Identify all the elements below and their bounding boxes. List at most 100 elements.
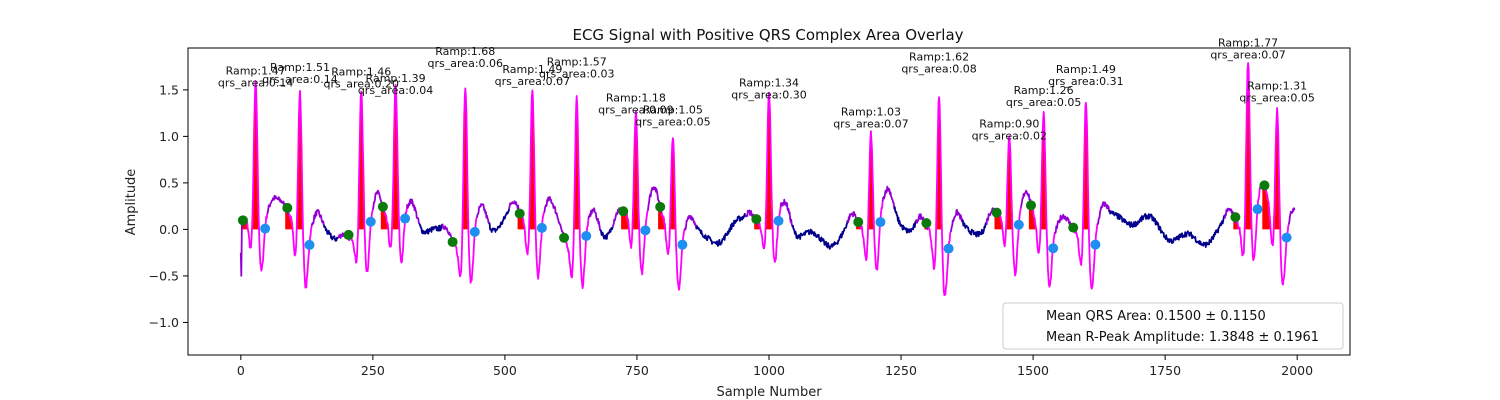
s-point-marker (365, 216, 376, 227)
qrs-area-label: qrs_area:0.14 (218, 77, 293, 90)
y-tick-label: −0.5 (149, 268, 179, 283)
q-point-marker (559, 232, 570, 243)
q-point-marker (1025, 200, 1036, 211)
s-point-marker (260, 223, 271, 234)
q-point-marker (853, 217, 864, 228)
y-tick-label: 1.5 (159, 82, 179, 97)
q-point-marker (377, 201, 388, 212)
y-tick-label: 1.0 (159, 129, 179, 144)
q-point-marker (1068, 222, 1079, 233)
r-peak-amplitude-label: Ramp:1.03 (841, 106, 901, 119)
ecg-signal-segment (1287, 207, 1296, 225)
ecg-signal-segment (349, 90, 374, 273)
qrs-area-label: qrs_area:0.31 (1048, 75, 1123, 88)
ecg-signal-segment (543, 196, 567, 241)
qrs-markers (237, 180, 1292, 254)
ecg-signal-segment (406, 198, 421, 225)
qrs-area-label: qrs_area:0.02 (972, 130, 1047, 143)
s-point-marker (875, 217, 886, 228)
r-peak-amplitude-label: Ramp:1.05 (643, 104, 703, 117)
x-tick-label: 1500 (1017, 363, 1049, 378)
x-tick-label: 1750 (1149, 363, 1181, 378)
r-peak-amplitude-label: Ramp:1.49 (502, 63, 562, 76)
x-axis: 0 250 500 750 1000 1250 1500 1750 2000 (237, 355, 1313, 378)
ecg-signal-segment (1031, 111, 1057, 288)
ecg-signal-segment (418, 223, 443, 235)
qrs-area-label: qrs_area:0.08 (901, 63, 976, 76)
q-point-marker (655, 201, 666, 212)
s-point-marker (469, 226, 480, 237)
x-tick-label: 1000 (753, 363, 785, 378)
s-point-marker (1048, 243, 1059, 254)
qrs-area-label: qrs_area:0.09 (598, 104, 673, 117)
legend-box (1002, 302, 1344, 350)
r-peak-amplitude-label: Ramp:1.62 (909, 51, 969, 64)
qrs-area-label: qrs_area:0.05 (1006, 96, 1081, 109)
y-tick-label: 0.5 (159, 175, 179, 190)
r-peak-annotations: Ramp:1.47qrs_area:0.14Ramp:1.51qrs_area:… (218, 37, 1315, 143)
qrs-area-label: qrs_area:0.05 (1239, 92, 1314, 105)
ecg-signal-segment (1236, 62, 1261, 261)
qrs-area-label: qrs_area:0.05 (635, 116, 710, 129)
ecg-signal-segment (599, 226, 614, 240)
ecg-signal-segment (453, 87, 478, 284)
s-point-marker (773, 215, 784, 226)
ecg-signal-segment (244, 80, 269, 272)
qrs-area-label: qrs_area:0.30 (731, 89, 806, 102)
y-tick-label: −1.0 (149, 315, 179, 330)
q-point-marker (991, 207, 1002, 218)
ecg-signal-segment (310, 208, 325, 227)
legend-entry-r-peak-amplitude: Mean R-Peak Amplitude: 1.3848 ± 0.1961 (1046, 330, 1319, 345)
r-peak-amplitude-label: Ramp:0.90 (979, 118, 1039, 131)
r-peak-amplitude-label: Ramp:1.31 (1247, 80, 1307, 93)
ecg-signal-segment (779, 198, 794, 228)
q-point-marker (921, 218, 932, 229)
ecg-signal-segment (476, 203, 490, 224)
ecg-signal-segment (564, 95, 590, 289)
x-tick-label: 750 (625, 363, 649, 378)
qrs-area-label: qrs_area:0.07 (833, 118, 908, 131)
y-axis: −1.0 −0.5 0.0 0.5 1.0 1.5 (149, 82, 188, 330)
x-tick-label: 500 (493, 363, 517, 378)
q-point-marker (1259, 180, 1270, 191)
ecg-signal-segment (1074, 101, 1099, 290)
r-peak-amplitude-label: Ramp:1.39 (366, 72, 426, 85)
q-point-marker (447, 236, 458, 247)
q-point-marker (1230, 212, 1241, 223)
s-point-marker (304, 239, 315, 250)
r-peak-amplitude-label: Ramp:1.49 (1056, 63, 1116, 76)
ecg-signal-segment (927, 96, 952, 296)
qrs-area-label: qrs_area:0.14 (262, 73, 337, 86)
q-point-marker (514, 208, 525, 219)
s-point-marker (536, 222, 547, 233)
q-point-marker (343, 229, 354, 240)
s-point-marker (1090, 239, 1101, 250)
ecg-signal-segment (322, 224, 339, 242)
qrs-area-label: qrs_area:0.07 (495, 75, 570, 88)
ecg-signal (239, 62, 1296, 296)
s-point-marker (1281, 232, 1292, 243)
ecg-signal-segment (288, 90, 313, 289)
ecg-signal-segment (695, 213, 747, 247)
qrs-area-label: qrs_area:0.03 (539, 67, 614, 80)
ecg-signal-segment (961, 219, 987, 238)
s-point-marker (943, 243, 954, 254)
qrs-area-label: qrs_area:0.20 (324, 78, 399, 91)
ecg-signal-segment (660, 137, 686, 291)
x-tick-label: 0 (237, 363, 245, 378)
s-point-marker (677, 239, 688, 250)
ecg-signal-segment (859, 130, 884, 271)
r-peak-amplitude-label: Ramp:1.26 (1014, 84, 1074, 97)
r-peak-amplitude-label: Ramp:1.77 (1218, 37, 1278, 50)
y-axis-title: Amplitude (124, 169, 139, 236)
ecg-signal-segment (757, 91, 782, 263)
q-point-marker (751, 214, 762, 225)
x-tick-label: 1250 (885, 363, 917, 378)
s-point-marker (581, 231, 592, 242)
r-peak-amplitude-label: Ramp:1.57 (547, 55, 607, 68)
ecg-signal-segment (383, 84, 409, 264)
r-peak-amplitude-label: Ramp:1.46 (331, 66, 391, 79)
r-peak-amplitude-label: Ramp:1.47 (226, 65, 286, 78)
s-point-marker (640, 225, 651, 236)
